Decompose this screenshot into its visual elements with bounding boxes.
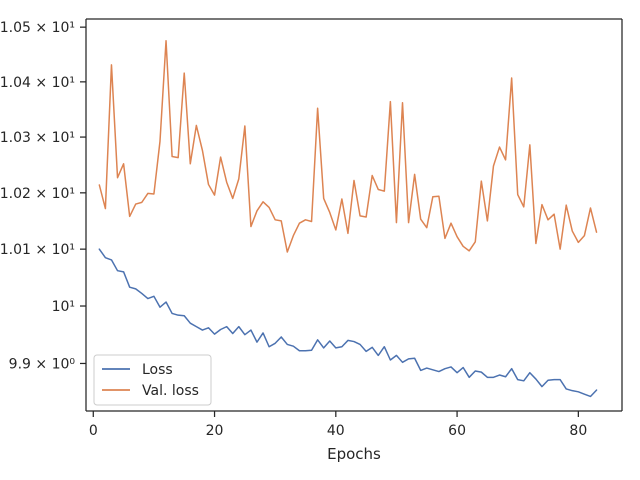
y-tick-label: 10¹ <box>52 299 75 315</box>
plot-frame <box>85 18 623 412</box>
y-tick-label: 9.9 × 10⁰ <box>9 356 76 372</box>
series-line-val-loss <box>98 40 598 253</box>
y-tick-label: 1.02 × 10¹ <box>0 186 75 202</box>
x-tick-label: 0 <box>89 423 98 439</box>
x-tick-label: 40 <box>327 423 345 439</box>
y-tick-label: 1.03 × 10¹ <box>0 130 75 146</box>
x-tick-label: 60 <box>448 423 466 439</box>
y-tick-label: 1.01 × 10¹ <box>0 242 75 258</box>
y-axis-ticks: 9.9 × 10⁰ 10¹ 1.01 × 10¹ 1.02 × 10¹ 1.03 × 1… <box>0 20 86 372</box>
x-axis-ticks: 0 20 40 60 80 <box>89 411 587 439</box>
plot-area <box>86 19 622 411</box>
series-line-loss <box>98 248 598 398</box>
x-axis-label: Epochs <box>327 445 381 463</box>
legend-box <box>93 354 212 406</box>
x-tick-label: 80 <box>569 423 587 439</box>
y-tick-label: 1.05 × 10¹ <box>0 20 75 36</box>
y-tick-label: 1.04 × 10¹ <box>0 75 75 91</box>
legend-label-loss: Loss <box>142 362 173 378</box>
series-layer <box>98 40 598 398</box>
legend-label-val-loss: Val. loss <box>142 383 199 399</box>
legend: Loss Val. loss <box>93 354 212 406</box>
x-tick-label: 20 <box>206 423 224 439</box>
